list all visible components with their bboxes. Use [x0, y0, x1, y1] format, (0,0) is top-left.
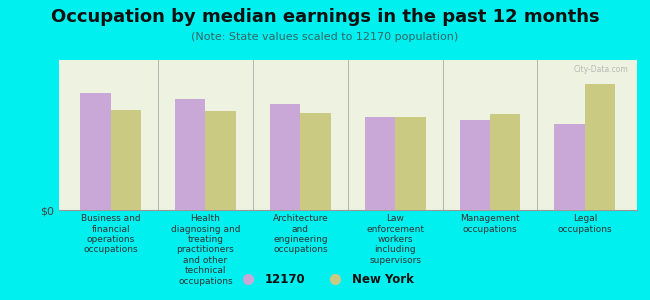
Bar	[81, 93, 110, 210]
Bar	[585, 84, 615, 210]
Bar	[300, 113, 331, 210]
Bar	[365, 117, 395, 210]
Bar	[175, 99, 205, 210]
Bar	[111, 110, 141, 210]
Text: Occupation by median earnings in the past 12 months: Occupation by median earnings in the pas…	[51, 8, 599, 26]
Bar	[554, 124, 585, 210]
Bar	[460, 120, 490, 210]
Bar	[490, 114, 521, 210]
Bar	[395, 117, 426, 210]
Legend: 12170, New York: 12170, New York	[232, 269, 418, 291]
Bar	[270, 104, 300, 210]
Text: City-Data.com: City-Data.com	[573, 64, 629, 74]
Bar	[205, 111, 236, 210]
Text: (Note: State values scaled to 12170 population): (Note: State values scaled to 12170 popu…	[191, 32, 459, 41]
